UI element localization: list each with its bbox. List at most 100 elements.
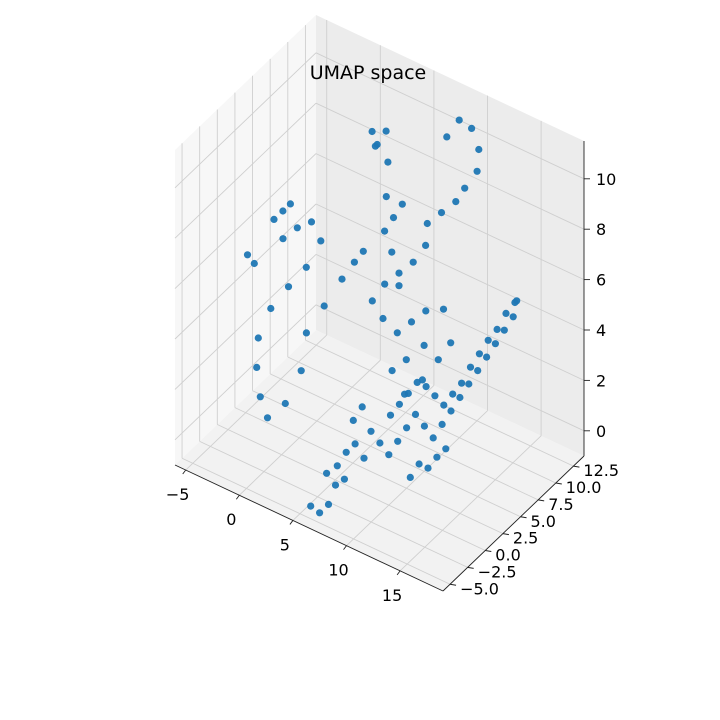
scatter-point <box>420 422 428 430</box>
y-tick-label: 7.5 <box>548 495 573 514</box>
y-tick-label: 2.5 <box>513 529 538 548</box>
scatter-point <box>511 298 519 307</box>
scatter-point <box>438 420 446 428</box>
scatter-point <box>279 235 287 243</box>
scatter-point <box>317 237 325 245</box>
scatter-points <box>243 116 521 517</box>
scatter-point <box>395 282 403 290</box>
z-tick-label: 6 <box>596 271 606 290</box>
scatter-point <box>475 145 483 154</box>
scatter-point <box>307 502 315 510</box>
scatter-point <box>461 184 469 192</box>
scatter-point <box>256 393 264 401</box>
scatter-point <box>342 448 350 456</box>
scatter-point <box>447 339 455 347</box>
y-gridline-floor <box>305 339 574 467</box>
axes-panes <box>175 15 584 591</box>
scatter-point <box>367 427 375 435</box>
scatter-point <box>398 200 406 208</box>
scatter-point <box>323 469 331 477</box>
scatter-point <box>368 127 376 136</box>
z-gridline-left <box>174 254 317 390</box>
left-wall-pane <box>175 15 316 465</box>
scatter-point <box>483 353 491 361</box>
scatter-point <box>254 334 262 342</box>
scatter-point <box>302 263 310 271</box>
y-tick-mark <box>502 533 509 536</box>
z-gridline-left <box>174 153 317 289</box>
scatter-point <box>379 314 387 323</box>
scatter-point <box>422 383 430 391</box>
scatter-point <box>333 462 341 470</box>
scatter-point <box>434 356 442 364</box>
scatter-point <box>437 209 446 217</box>
scatter-point <box>395 269 403 277</box>
x-tick-mark <box>289 520 294 525</box>
scatter-point <box>439 305 448 313</box>
x-tick-mark <box>235 494 240 500</box>
scatter-point <box>502 309 510 317</box>
y-tick-label: 5.0 <box>531 512 556 531</box>
y-tick-label: 12.5 <box>583 461 619 480</box>
x-axis-line <box>174 464 444 592</box>
x-gridline-floor <box>346 410 488 546</box>
x-gridline-floor <box>239 359 381 496</box>
scatter-point <box>406 473 414 481</box>
scatter-point <box>389 214 398 222</box>
y-gridline-floor <box>199 440 468 568</box>
floor-pane <box>175 330 584 591</box>
x-tick-mark <box>396 570 401 576</box>
x-tick-label: 10 <box>328 561 348 580</box>
z-gridline-left <box>174 203 317 340</box>
scatter-point <box>424 464 432 472</box>
x-gridline-floor <box>399 435 542 572</box>
scatter-point <box>468 124 476 132</box>
x-tick-label: −5 <box>166 485 190 504</box>
scatter-point <box>407 318 416 326</box>
z-tick-label: 0 <box>596 422 606 441</box>
scatter-point <box>368 297 376 305</box>
y-tick-mark <box>538 499 545 502</box>
x-tick-label: 0 <box>226 510 236 529</box>
scatter-point <box>413 378 421 386</box>
scatter-point <box>381 280 389 288</box>
z-tick-label: 10 <box>596 170 616 189</box>
y-axis-line <box>442 455 585 592</box>
scatter-point <box>253 363 261 371</box>
scatter-point <box>293 224 301 232</box>
scatter-point <box>371 142 379 150</box>
scatter-point <box>509 313 517 321</box>
scatter-point <box>466 363 475 371</box>
y-tick-mark <box>485 550 492 552</box>
scatter-point <box>360 454 368 462</box>
scatter-point <box>422 241 430 249</box>
scatter-point <box>443 133 451 141</box>
x-tick-mark <box>182 469 187 475</box>
scatter-point <box>358 403 366 411</box>
scatter-point <box>440 401 448 409</box>
y-tick-mark <box>573 465 580 468</box>
scatter-point <box>422 307 430 315</box>
scatter-point <box>491 340 499 348</box>
scatter-point <box>267 304 275 313</box>
y-tick-mark <box>520 516 527 519</box>
z-tick-label: 8 <box>596 220 606 239</box>
scatter-point <box>270 215 278 223</box>
scatter-point <box>376 439 384 447</box>
z-gridline-back <box>315 153 585 281</box>
z-gridline-back <box>315 203 585 331</box>
y-tick-label: −2.5 <box>478 562 517 581</box>
z-tick-label: 2 <box>596 371 606 390</box>
x-tick-label: 15 <box>382 586 402 605</box>
scatter-point <box>349 416 357 424</box>
scatter-point <box>316 509 324 517</box>
chart-title: UMAP space <box>310 62 427 84</box>
y-tick-label: 10.0 <box>566 478 602 497</box>
x-tick-mark <box>343 545 347 550</box>
scatter-point <box>409 258 417 266</box>
scatter-point <box>386 411 395 419</box>
scatter-point <box>382 193 390 201</box>
scatter-point <box>395 400 403 408</box>
y-tick-mark <box>555 482 562 485</box>
scatter-point <box>359 247 367 255</box>
